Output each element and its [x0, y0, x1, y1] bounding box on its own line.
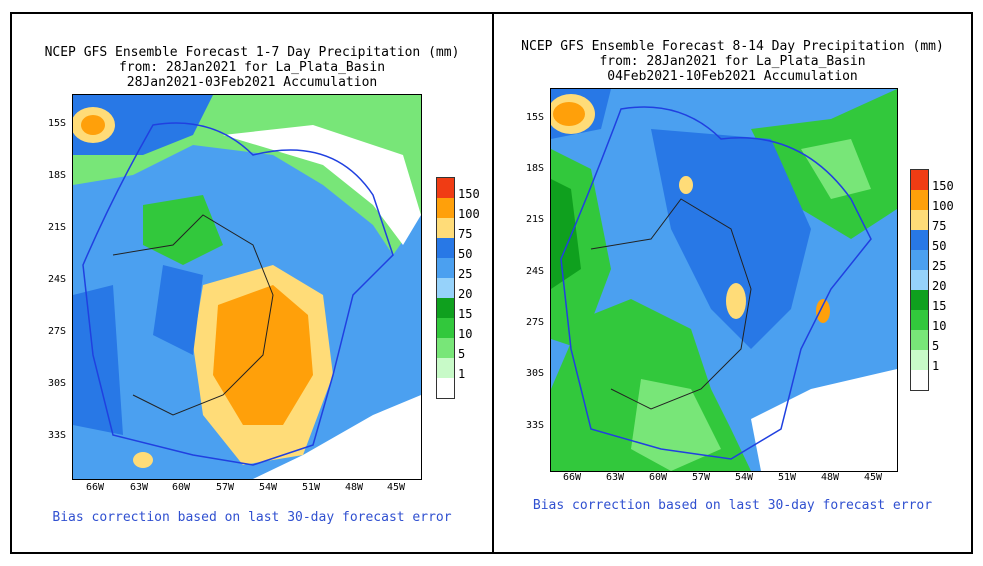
- lat-label: 18S: [526, 163, 545, 174]
- lat-label: 30S: [526, 368, 545, 379]
- legend-label: 100: [932, 199, 954, 213]
- title-line-3: 28Jan2021-03Feb2021 Accumulation: [126, 75, 378, 90]
- legend-swatch: [911, 310, 928, 330]
- lon-label: 63W: [130, 482, 149, 493]
- lat-label: 27S: [526, 317, 545, 328]
- legend-swatch: [437, 318, 454, 338]
- legend-label: 15: [458, 307, 473, 321]
- legend-swatch: [437, 338, 454, 358]
- lon-label: 51W: [302, 482, 321, 493]
- legend-swatch: [911, 230, 928, 250]
- legend-swatch: [911, 170, 928, 190]
- lat-label: 21S: [48, 222, 67, 233]
- lon-label: 54W: [735, 472, 754, 483]
- legend-swatch: [437, 358, 454, 378]
- legend-label: 50: [458, 247, 473, 261]
- legend-label: 10: [458, 327, 473, 341]
- legend-swatch: [911, 350, 928, 370]
- precip-map: [550, 88, 898, 472]
- legend-label: 25: [458, 267, 473, 281]
- legend-label: 20: [932, 279, 947, 293]
- legend-swatch: [911, 250, 928, 270]
- legend-swatch: [437, 198, 454, 218]
- legend-swatch: [911, 290, 928, 310]
- legend-swatch: [911, 190, 928, 210]
- title-line-3: 04Feb2021-10Feb2021 Accumulation: [607, 69, 858, 84]
- precip-map: [72, 94, 422, 480]
- legend-label: 1: [458, 367, 466, 381]
- title-line-1: NCEP GFS Ensemble Forecast 1-7 Day Preci…: [44, 45, 460, 60]
- legend-label: 5: [932, 339, 940, 353]
- lon-label: 48W: [345, 482, 364, 493]
- legend-label: 150: [458, 187, 480, 201]
- lat-label: 30S: [48, 378, 67, 389]
- lat-label: 33S: [48, 430, 67, 441]
- color-legend: [436, 177, 455, 399]
- legend-label: 75: [458, 227, 473, 241]
- legend-swatch: [911, 270, 928, 290]
- title-line-2: from: 28Jan2021 for La_Plata_Basin: [599, 54, 866, 69]
- lat-label: 33S: [526, 420, 545, 431]
- legend-swatch: [437, 238, 454, 258]
- lon-label: 60W: [172, 482, 191, 493]
- legend-swatch: [437, 218, 454, 238]
- legend-swatch: [437, 298, 454, 318]
- precip-field: [551, 89, 897, 471]
- lon-label: 51W: [778, 472, 797, 483]
- lon-label: 54W: [259, 482, 278, 493]
- bias-note: Bias correction based on last 30-day for…: [52, 510, 452, 525]
- legend-swatch: [437, 378, 454, 398]
- lon-label: 57W: [692, 472, 711, 483]
- lat-label: 27S: [48, 326, 67, 337]
- legend-label: 10: [932, 319, 947, 333]
- lon-label: 63W: [606, 472, 625, 483]
- legend-label: 100: [458, 207, 480, 221]
- lon-label: 45W: [864, 472, 883, 483]
- legend-label: 5: [458, 347, 466, 361]
- legend-swatch: [437, 178, 454, 198]
- legend-swatch: [911, 210, 928, 230]
- lon-label: 66W: [86, 482, 105, 493]
- lon-label: 48W: [821, 472, 840, 483]
- legend-label: 150: [932, 179, 954, 193]
- lat-label: 21S: [526, 214, 545, 225]
- lat-label: 18S: [48, 170, 67, 181]
- legend-swatch: [911, 330, 928, 350]
- lat-label: 24S: [48, 274, 67, 285]
- legend-label: 50: [932, 239, 947, 253]
- legend-label: 75: [932, 219, 947, 233]
- lat-label: 15S: [48, 118, 67, 129]
- lon-label: 66W: [563, 472, 582, 483]
- legend-swatch: [437, 258, 454, 278]
- panel-1-7-day: NCEP GFS Ensemble Forecast 1-7 Day Preci…: [10, 12, 494, 554]
- lat-label: 15S: [526, 112, 545, 123]
- title-line-1: NCEP GFS Ensemble Forecast 8-14 Day Prec…: [521, 39, 944, 54]
- title-line-2: from: 28Jan2021 for La_Plata_Basin: [118, 60, 386, 75]
- color-legend: [910, 169, 929, 391]
- legend-label: 25: [932, 259, 947, 273]
- legend-swatch: [911, 370, 928, 390]
- lat-label: 24S: [526, 266, 545, 277]
- legend-label: 15: [932, 299, 947, 313]
- legend-label: 1: [932, 359, 940, 373]
- bias-note: Bias correction based on last 30-day for…: [532, 498, 933, 513]
- precip-field: [73, 95, 421, 479]
- panel-8-14-day: NCEP GFS Ensemble Forecast 8-14 Day Prec…: [492, 12, 973, 554]
- lon-label: 45W: [387, 482, 406, 493]
- legend-label: 20: [458, 287, 473, 301]
- legend-swatch: [437, 278, 454, 298]
- lon-label: 60W: [649, 472, 668, 483]
- lon-label: 57W: [216, 482, 235, 493]
